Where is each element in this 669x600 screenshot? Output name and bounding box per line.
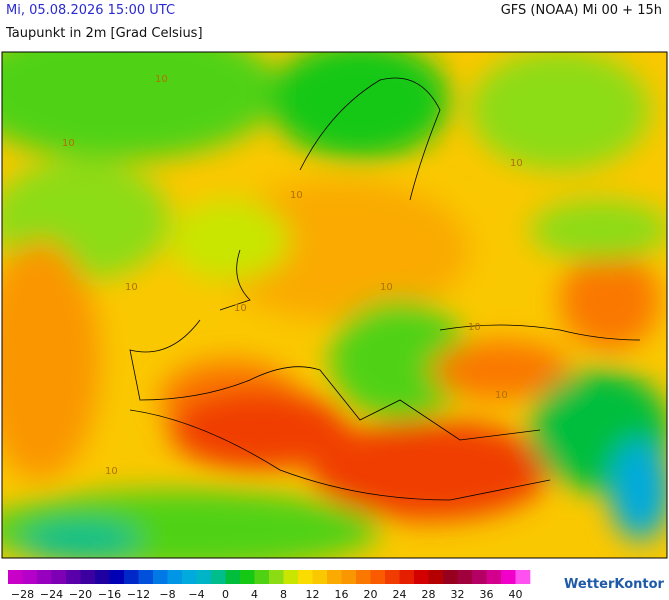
legend-label: 12 [306, 588, 320, 600]
legend-swatch [312, 570, 328, 584]
legend-swatch [254, 570, 270, 584]
legend-swatch [385, 570, 400, 584]
contour-label: 10 [105, 466, 118, 477]
legend-swatch [399, 570, 415, 584]
legend-swatch [283, 570, 299, 584]
legend-swatch [225, 570, 241, 584]
legend-swatch [124, 570, 139, 584]
legend-label: −4 [188, 588, 204, 600]
contour-label: 10 [234, 303, 247, 314]
legend-swatch [80, 570, 96, 584]
legend-label: 32 [451, 588, 465, 600]
legend-swatch [298, 570, 313, 584]
legend-swatch [138, 570, 154, 584]
subtitle: Taupunkt in 2m [Grad Celsius] [5, 26, 203, 41]
legend-label: −12 [127, 588, 150, 600]
legend-label: 28 [422, 588, 436, 600]
legend-swatch [269, 570, 284, 584]
legend-swatch [196, 570, 212, 584]
legend-swatch [327, 570, 342, 584]
datetime: Mi, 05.08.2026 15:00 UTC [6, 3, 175, 18]
legend-swatch [428, 570, 444, 584]
legend-swatch [240, 570, 255, 584]
legend-label: 8 [280, 588, 287, 600]
contour-label: 10 [510, 158, 523, 169]
legend-swatch [37, 570, 52, 584]
legend-swatch [370, 570, 386, 584]
contour-label: 10 [125, 282, 138, 293]
legend-swatch [341, 570, 357, 584]
legend-swatch [182, 570, 197, 584]
legend-swatch [457, 570, 473, 584]
legend-swatch [153, 570, 168, 584]
legend-label: −20 [69, 588, 92, 600]
legend-label: 16 [335, 588, 349, 600]
contour-label: 10 [155, 74, 168, 85]
legend-swatch [8, 570, 23, 584]
legend-swatch [167, 570, 183, 584]
legend-swatch [109, 570, 125, 584]
legend-swatch [486, 570, 502, 584]
contour-label: 10 [468, 322, 481, 333]
legend-swatch [414, 570, 429, 584]
legend-label: −24 [40, 588, 63, 600]
dewpoint-field [2, 52, 667, 558]
model: GFS (NOAA) Mi 00 + 15h [501, 3, 662, 18]
legend-swatch [66, 570, 81, 584]
contour-label: 10 [290, 190, 303, 201]
legend-swatch [22, 570, 38, 584]
map-frame [1, 51, 668, 559]
legend-swatch [472, 570, 487, 584]
contour-label: 10 [495, 390, 508, 401]
legend-label: −8 [159, 588, 175, 600]
legend-swatch [501, 570, 516, 584]
legend-swatch [95, 570, 110, 584]
legend-label: 0 [222, 588, 229, 600]
coastlines [129, 77, 641, 501]
legend-swatch [356, 570, 371, 584]
contour-label: 10 [380, 282, 393, 293]
legend-label: 36 [480, 588, 494, 600]
brand: WetterKontor [564, 577, 665, 592]
contour-label: 10 [62, 138, 75, 149]
legend-label: 24 [393, 588, 407, 600]
legend-swatch [443, 570, 458, 584]
legend-swatch [51, 570, 67, 584]
legend-swatch [211, 570, 226, 584]
legend-label: −16 [98, 588, 121, 600]
legend-label: 40 [509, 588, 523, 600]
legend-label: 20 [364, 588, 378, 600]
legend: −28 −24 −20 −16 −12 −8 −4 0 4 8 12 16 20 24 28 32 36 40 [8, 570, 531, 600]
legend-label: 4 [251, 588, 258, 600]
legend-label: −28 [11, 588, 34, 600]
legend-swatch [515, 570, 531, 584]
